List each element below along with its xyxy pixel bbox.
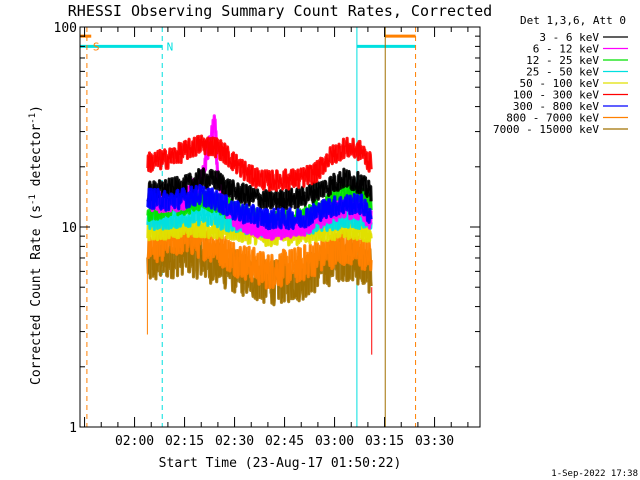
series-band-0 <box>146 167 373 212</box>
legend-label-0: 3 - 6 keV <box>539 31 599 44</box>
legend-label-3: 25 - 50 keV <box>526 66 599 79</box>
x-tick-label: 03:00 <box>315 434 354 449</box>
legend-title: Det 1,3,6, Att 0 <box>520 14 626 27</box>
x-tick-label: 02:30 <box>215 434 254 449</box>
y-axis-label-mid: detector <box>29 124 44 195</box>
y-tick-label: 1 <box>69 421 77 436</box>
legend-label-7: 800 - 7000 keV <box>506 112 599 125</box>
x-tick-label: 02:15 <box>165 434 204 449</box>
series-band-7 <box>146 219 373 290</box>
y-axis-label: Corrected Count Rate (s-1 detector-1) <box>28 105 44 385</box>
legend-label-1: 6 - 12 keV <box>533 43 600 56</box>
y-tick-label: 10 <box>61 221 77 236</box>
legend-label-4: 50 - 100 keV <box>520 77 600 90</box>
chart-title: RHESSI Observing Summary Count Rates, Co… <box>68 2 492 20</box>
x-tick-label: 02:00 <box>115 434 154 449</box>
legend-label-2: 12 - 25 keV <box>526 54 599 67</box>
footer-timestamp: 1-Sep-2022 17:38 <box>551 469 638 479</box>
legend-label-8: 7000 - 15000 keV <box>493 123 599 136</box>
y-axis-label-sup2: -1 <box>28 113 38 124</box>
x-tick-label: 03:15 <box>365 434 404 449</box>
y-tick-label: 100 <box>54 21 77 36</box>
series-band-6 <box>146 184 373 231</box>
legend-label-6: 300 - 800 keV <box>513 100 599 113</box>
x-tick-label: 02:45 <box>265 434 304 449</box>
y-axis-label-sup1: -1 <box>28 194 38 205</box>
series-band-5 <box>146 134 373 192</box>
annotation-s: S <box>93 40 100 53</box>
x-axis-label: Start Time (23-Aug-17 01:50:22) <box>159 456 402 471</box>
annotation-n: N <box>167 40 174 53</box>
x-tick-label: 03:30 <box>415 434 454 449</box>
legend-label-5: 100 - 300 keV <box>513 89 599 102</box>
axes: 1 10 100 02:00 02:15 02:30 02:45 03:00 03:15 03:3… <box>54 21 481 449</box>
y-axis-label-main: Corrected Count Rate (s <box>29 205 44 385</box>
y-axis-label-end: ) <box>29 105 44 113</box>
